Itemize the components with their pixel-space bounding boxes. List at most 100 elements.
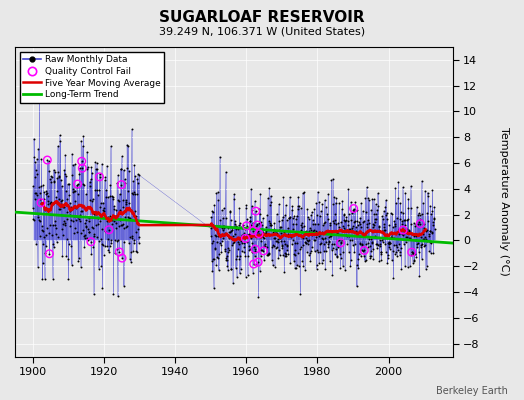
Point [406, 263, 414, 269]
Point [277, 238, 286, 244]
Point [95, 174, 104, 180]
Point [314, 221, 322, 227]
Point [50, 178, 58, 184]
Point [232, 256, 240, 262]
Point [385, 244, 393, 250]
Point [74, 214, 82, 220]
Point [260, 241, 269, 247]
Point [402, 234, 410, 240]
Point [110, 206, 118, 212]
Point [94, 221, 102, 227]
Point [315, 260, 323, 266]
Point [286, 260, 294, 267]
Point [376, 243, 384, 249]
Point [235, 222, 243, 228]
Point [391, 242, 400, 248]
Point [36, 218, 44, 224]
Point [66, 208, 74, 214]
Point [430, 226, 439, 232]
Point [61, 222, 69, 228]
Point [310, 231, 319, 238]
Point [78, 165, 86, 172]
Point [345, 232, 353, 239]
Point [406, 235, 414, 242]
Point [389, 247, 397, 254]
Point [246, 234, 255, 241]
Point [109, 291, 117, 297]
Point [352, 224, 360, 231]
Point [110, 218, 118, 224]
Point [268, 231, 276, 237]
Point [121, 180, 129, 186]
Point [267, 222, 276, 228]
Point [244, 253, 252, 260]
Point [349, 207, 357, 213]
Point [101, 174, 110, 180]
Point [333, 236, 342, 243]
Point [272, 230, 281, 236]
Point [115, 198, 123, 204]
Point [342, 216, 350, 223]
Point [322, 239, 331, 246]
Point [377, 249, 386, 256]
Point [294, 262, 303, 269]
Point [256, 238, 265, 244]
Point [253, 228, 261, 235]
Point [253, 221, 261, 227]
Point [119, 167, 128, 173]
Point [308, 232, 316, 238]
Point [79, 133, 88, 139]
Point [78, 208, 86, 214]
Point [334, 220, 342, 226]
Point [207, 232, 215, 239]
Point [345, 226, 354, 232]
Point [426, 228, 434, 234]
Point [344, 218, 352, 224]
Point [317, 240, 325, 246]
Point [66, 223, 74, 229]
Point [263, 212, 271, 218]
Point [265, 251, 273, 258]
Point [239, 240, 248, 246]
Point [297, 227, 305, 234]
Point [243, 223, 251, 229]
Point [104, 247, 113, 253]
Point [345, 226, 354, 232]
Point [223, 253, 231, 259]
Point [346, 256, 355, 263]
Point [57, 198, 66, 205]
Point [252, 248, 260, 254]
Point [123, 222, 131, 229]
Point [113, 180, 121, 186]
Point [390, 250, 399, 257]
Point [40, 276, 49, 282]
Point [45, 230, 53, 237]
Point [117, 182, 126, 188]
Point [34, 211, 42, 218]
Point [251, 246, 259, 252]
Point [220, 222, 228, 229]
Point [264, 252, 272, 258]
Point [396, 252, 404, 258]
Point [340, 212, 348, 218]
Point [244, 232, 253, 238]
Point [412, 204, 421, 210]
Point [291, 215, 300, 222]
Point [75, 170, 83, 177]
Point [330, 220, 338, 226]
Point [383, 260, 391, 266]
Point [271, 244, 280, 251]
Point [331, 216, 339, 223]
Point [39, 228, 47, 234]
Point [230, 239, 238, 245]
Point [46, 200, 54, 206]
Point [330, 241, 338, 247]
Point [57, 176, 65, 183]
Point [312, 234, 320, 240]
Point [133, 191, 141, 197]
Point [128, 233, 136, 239]
Point [246, 246, 254, 253]
Point [373, 241, 381, 247]
Point [347, 216, 355, 223]
Point [326, 222, 335, 229]
